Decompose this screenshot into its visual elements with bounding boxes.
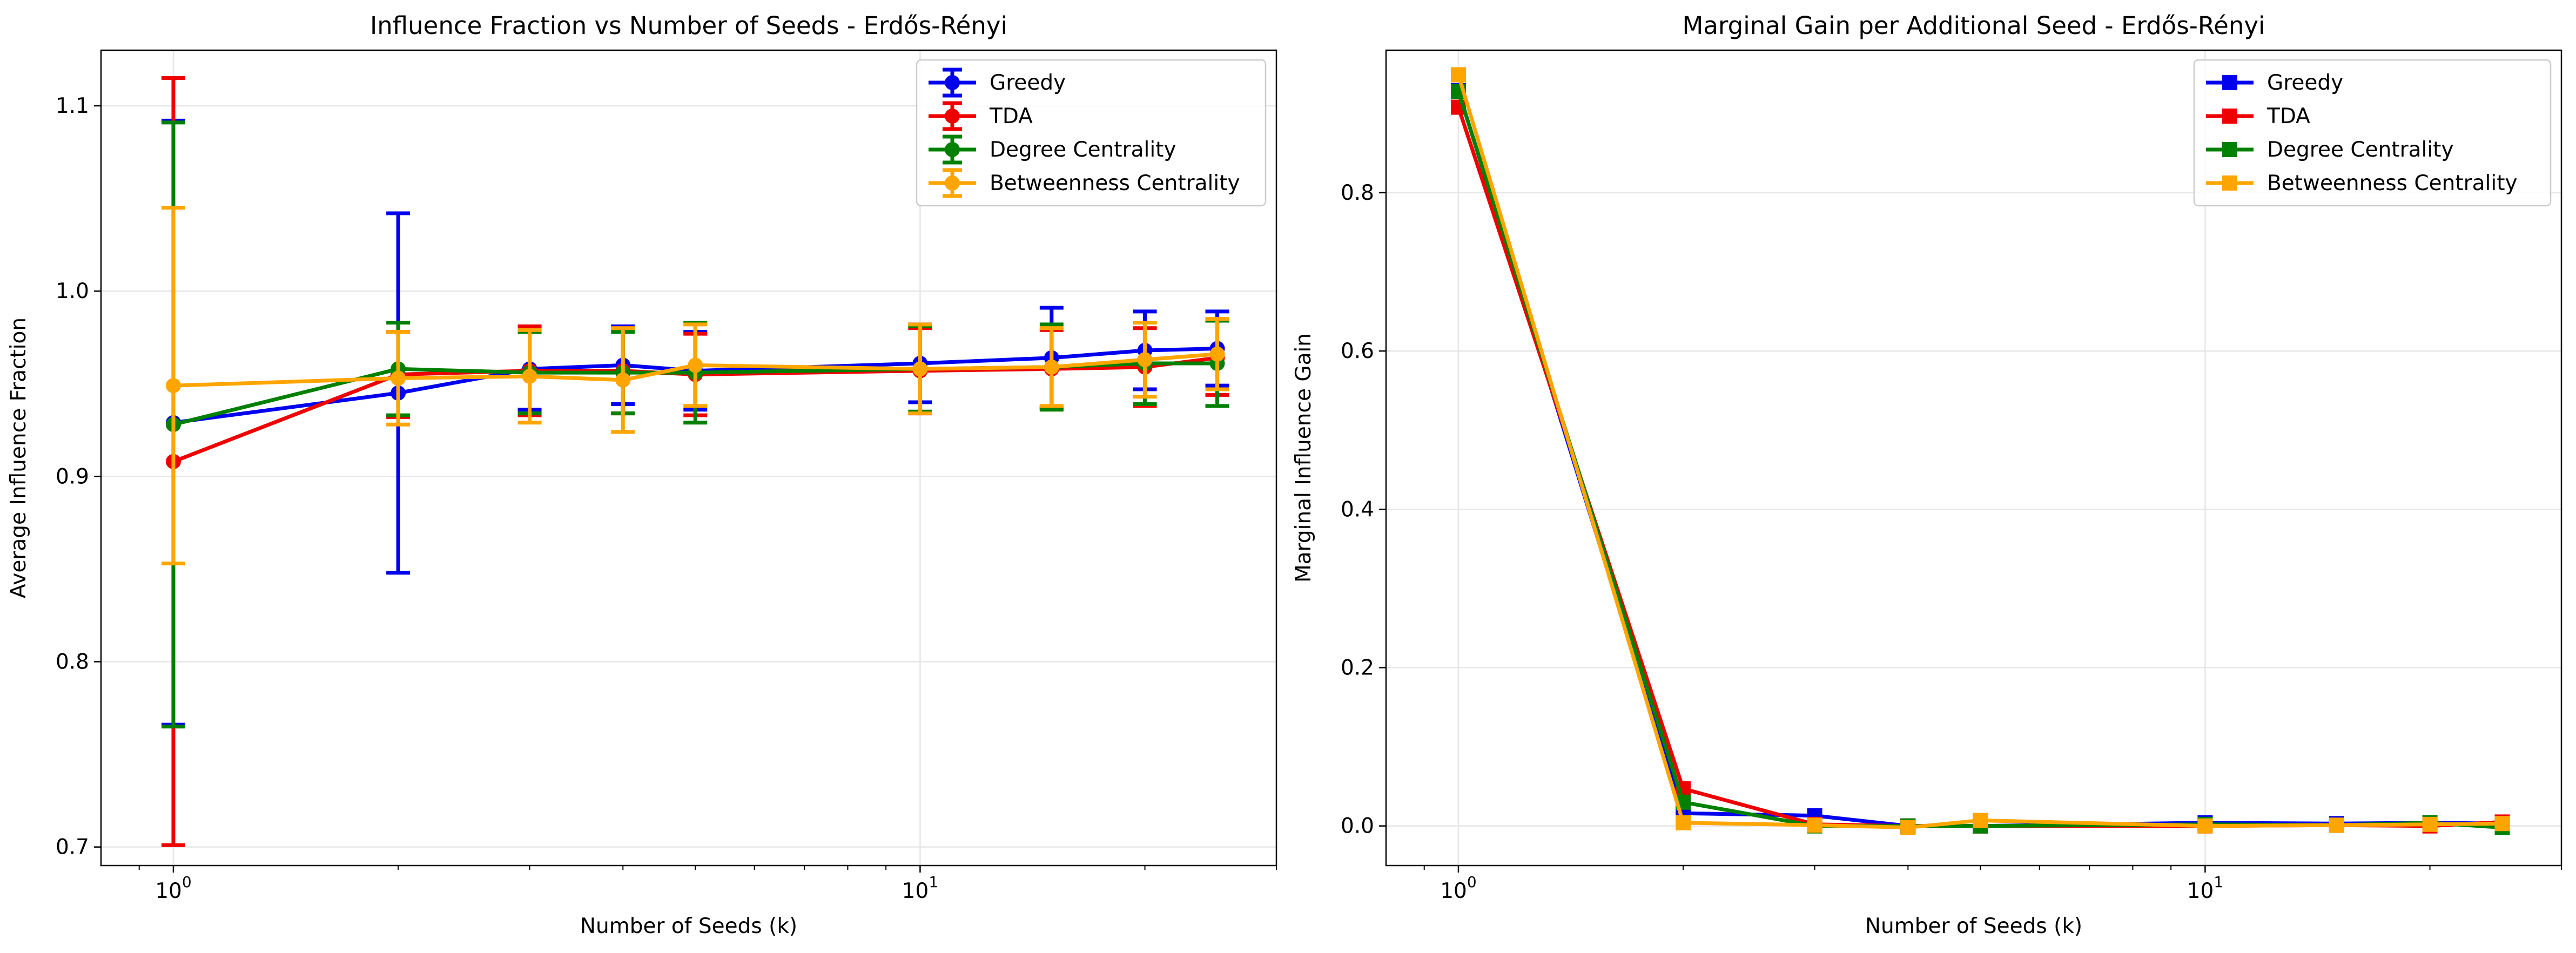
x-tick-exponent: 1 bbox=[929, 873, 938, 891]
x-tick-label: 101 bbox=[2187, 873, 2223, 903]
legend: Greedy TDA Degree Centrality Betweenness Ce… bbox=[2193, 59, 2552, 207]
data-point bbox=[945, 142, 960, 157]
y-axis-label: Average Influence Fraction bbox=[6, 317, 31, 598]
x-tick-exponent: 0 bbox=[182, 873, 192, 891]
data-point bbox=[688, 357, 703, 373]
legend-item: Betweenness Centrality bbox=[2206, 171, 2518, 195]
legend-item: Greedy bbox=[2206, 71, 2343, 95]
legend-item: Betweenness Centrality bbox=[929, 168, 1240, 198]
legend-label: Degree Centrality bbox=[2267, 138, 2454, 162]
legend-label: Betweenness Centrality bbox=[2267, 171, 2518, 195]
data-point bbox=[2222, 109, 2237, 124]
x-tick-label: 100 bbox=[155, 873, 191, 903]
legend-label: TDA bbox=[989, 104, 1033, 129]
chart-title: Marginal Gain per Additional Seed - Erdő… bbox=[1683, 11, 2265, 40]
data-point bbox=[391, 370, 406, 386]
data-point bbox=[2494, 816, 2510, 832]
data-point bbox=[1807, 817, 1822, 833]
series-group bbox=[161, 76, 1229, 847]
series-line bbox=[1456, 106, 2503, 828]
legend-frame bbox=[2193, 59, 2552, 207]
legend-item: TDA bbox=[2206, 104, 2310, 129]
data-point bbox=[1209, 346, 1225, 362]
legend-item: TDA bbox=[929, 101, 1033, 131]
y-tick-label: 0.8 bbox=[1341, 181, 1374, 205]
y-axis-label: Marginal Influence Gain bbox=[1292, 333, 1316, 583]
data-point bbox=[615, 372, 631, 388]
series-betweenness-centrality bbox=[161, 206, 1229, 566]
chart-title: Influence Fraction vs Number of Seeds - … bbox=[370, 11, 1007, 40]
y-tick-label: 1.0 bbox=[56, 279, 89, 303]
legend: Greedy TDA Degree Centrality Betweenness Ce… bbox=[916, 59, 1267, 207]
data-point bbox=[945, 75, 960, 90]
x-axis-label: Number of Seeds (k) bbox=[1865, 914, 2082, 938]
data-point bbox=[2197, 818, 2213, 834]
legend-label: TDA bbox=[2266, 104, 2310, 129]
legend-label: Greedy bbox=[2267, 71, 2343, 95]
series-betweenness-centrality bbox=[1450, 67, 2510, 835]
data-point bbox=[2422, 816, 2438, 832]
x-tick-base: 10 bbox=[155, 879, 182, 903]
legend-item: Degree Centrality bbox=[2206, 138, 2454, 162]
x-tick-base: 10 bbox=[2187, 879, 2214, 903]
data-point bbox=[1676, 815, 1691, 830]
x-tick-base: 10 bbox=[902, 879, 929, 903]
axes-frame bbox=[100, 49, 1277, 867]
series-group bbox=[1450, 67, 2510, 835]
y-tick-label: 1.1 bbox=[56, 94, 89, 118]
legend-label: Greedy bbox=[990, 71, 1066, 95]
y-tick-label: 0.4 bbox=[1341, 497, 1374, 522]
x-tick-base: 10 bbox=[1440, 879, 1467, 903]
data-point bbox=[522, 369, 537, 384]
x-axis-label: Number of Seeds (k) bbox=[580, 914, 797, 938]
data-point bbox=[2329, 817, 2344, 833]
data-point bbox=[945, 109, 960, 124]
data-point bbox=[1044, 359, 1059, 375]
data-point bbox=[1137, 352, 1153, 368]
data-point bbox=[1450, 67, 1466, 83]
data-point bbox=[1900, 820, 1916, 835]
data-point bbox=[165, 378, 181, 394]
data-point bbox=[912, 361, 928, 377]
data-point bbox=[2222, 142, 2237, 157]
legend-item: Greedy bbox=[929, 67, 1066, 98]
y-tick-label: 0.7 bbox=[56, 835, 89, 860]
data-point bbox=[1973, 813, 1988, 828]
x-tick-exponent: 0 bbox=[1467, 873, 1477, 891]
legend-label: Betweenness Centrality bbox=[990, 171, 1240, 195]
x-tick-exponent: 1 bbox=[2214, 873, 2223, 891]
series-degree-centrality bbox=[161, 120, 1229, 729]
data-point bbox=[2222, 175, 2237, 191]
data-point bbox=[945, 175, 960, 191]
y-tick-label: 0.6 bbox=[1341, 339, 1374, 363]
axes-frame bbox=[1385, 49, 2562, 867]
x-tick-label: 100 bbox=[1440, 873, 1476, 903]
legend-item: Degree Centrality bbox=[929, 134, 1176, 165]
y-tick-label: 0.0 bbox=[1341, 814, 1374, 839]
y-tick-label: 0.2 bbox=[1341, 655, 1374, 680]
y-tick-label: 0.8 bbox=[56, 650, 89, 674]
series-tda bbox=[1450, 99, 2510, 834]
legend-label: Degree Centrality bbox=[990, 138, 1176, 162]
legend-frame bbox=[916, 59, 1267, 207]
y-tick-label: 0.9 bbox=[56, 464, 89, 489]
x-tick-label: 101 bbox=[902, 873, 938, 903]
data-point bbox=[2222, 75, 2237, 90]
